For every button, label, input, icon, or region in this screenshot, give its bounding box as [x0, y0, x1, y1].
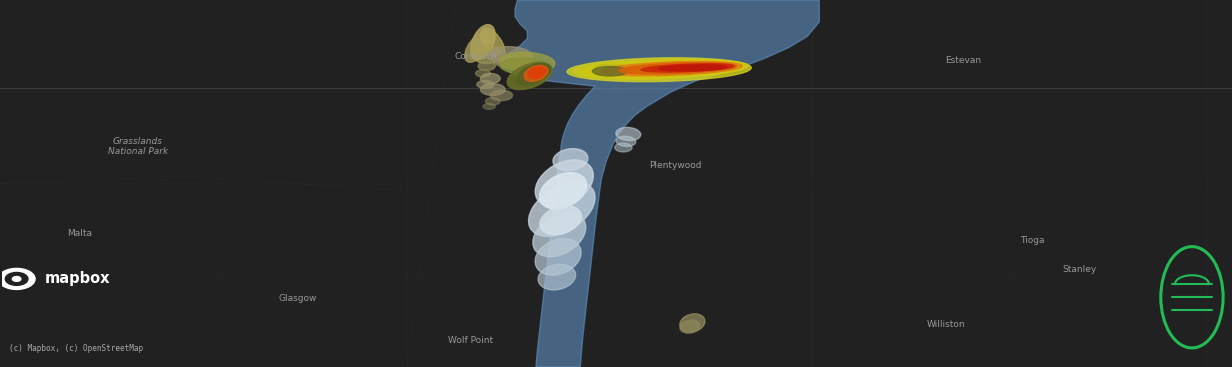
Ellipse shape [529, 182, 595, 236]
Text: mapbox: mapbox [44, 272, 111, 286]
Ellipse shape [567, 58, 752, 82]
Ellipse shape [488, 47, 532, 65]
Ellipse shape [480, 84, 505, 95]
Circle shape [0, 268, 34, 290]
Ellipse shape [471, 25, 495, 60]
Text: Stanley: Stanley [1062, 265, 1096, 274]
Ellipse shape [616, 136, 636, 146]
Text: Estevan: Estevan [945, 56, 982, 65]
Text: Grasslands
National Park: Grasslands National Park [108, 137, 168, 156]
Ellipse shape [540, 172, 586, 209]
Ellipse shape [500, 58, 545, 74]
Ellipse shape [516, 63, 551, 85]
Ellipse shape [500, 52, 554, 73]
Ellipse shape [524, 65, 548, 81]
Ellipse shape [538, 264, 575, 290]
Text: Wolf Point: Wolf Point [448, 336, 493, 345]
Circle shape [12, 276, 21, 281]
Ellipse shape [508, 62, 552, 90]
Ellipse shape [573, 60, 733, 80]
Ellipse shape [535, 239, 582, 275]
Ellipse shape [553, 149, 588, 171]
Text: Tioga: Tioga [1020, 236, 1045, 245]
Ellipse shape [483, 103, 495, 109]
Ellipse shape [658, 65, 727, 71]
Text: Plentywood: Plentywood [649, 161, 701, 170]
Ellipse shape [615, 143, 632, 152]
Ellipse shape [601, 61, 742, 76]
Ellipse shape [533, 213, 585, 257]
Ellipse shape [535, 160, 594, 207]
Ellipse shape [464, 33, 489, 62]
Text: Glasgow: Glasgow [278, 294, 318, 302]
Ellipse shape [680, 320, 700, 333]
Ellipse shape [593, 66, 627, 76]
Ellipse shape [618, 63, 737, 74]
Ellipse shape [472, 45, 501, 63]
Ellipse shape [477, 80, 494, 88]
Ellipse shape [485, 98, 500, 105]
Text: (c) Mapbox, (c) OpenStreetMap: (c) Mapbox, (c) OpenStreetMap [10, 344, 143, 353]
Ellipse shape [529, 67, 546, 79]
Ellipse shape [616, 127, 641, 141]
Ellipse shape [490, 90, 513, 101]
Ellipse shape [641, 64, 734, 72]
Ellipse shape [478, 62, 495, 70]
Text: Coronach: Coronach [455, 52, 496, 61]
Ellipse shape [583, 59, 748, 79]
Polygon shape [500, 0, 819, 367]
Ellipse shape [540, 206, 582, 235]
Circle shape [5, 272, 28, 286]
Text: Malta: Malta [68, 229, 92, 237]
Ellipse shape [680, 314, 705, 332]
Ellipse shape [493, 53, 532, 68]
Ellipse shape [480, 28, 505, 59]
Ellipse shape [480, 73, 500, 84]
Ellipse shape [476, 70, 490, 77]
Text: Williston: Williston [926, 320, 966, 329]
Ellipse shape [591, 65, 636, 76]
